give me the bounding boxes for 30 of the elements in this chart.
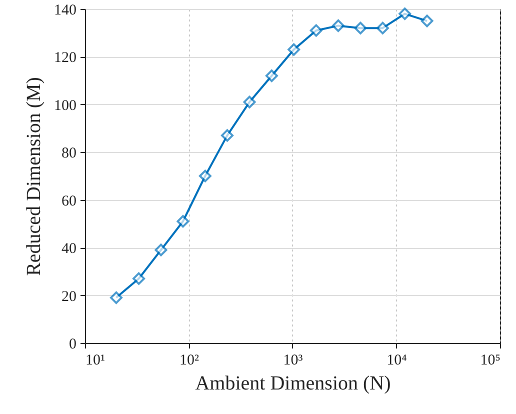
point	[198, 170, 212, 182]
point	[243, 96, 256, 108]
point	[132, 272, 146, 285]
point	[376, 22, 389, 34]
y-tick-label: 0	[69, 336, 76, 352]
point	[265, 70, 278, 82]
point	[221, 129, 234, 142]
point	[154, 244, 168, 256]
y-tick-label: 100	[54, 98, 76, 114]
point	[310, 24, 322, 37]
y-tick-label: 140	[54, 2, 76, 18]
y-tick-label: 40	[62, 241, 76, 258]
point	[288, 43, 300, 56]
y-tick-label: 20	[62, 288, 76, 305]
x-tick-label: 10⁴	[386, 352, 407, 368]
point	[176, 215, 190, 228]
x-tick-label: 10²	[180, 352, 200, 368]
x-tick-label: 10¹	[86, 352, 105, 368]
point	[398, 8, 412, 20]
point	[110, 291, 122, 304]
point	[420, 14, 434, 28]
y-tick-label: 120	[54, 50, 76, 66]
x-axis-title: Ambient Dimension (N)	[195, 372, 391, 394]
x-tick-label: 10⁵	[480, 352, 500, 368]
y-tick-label: 80	[62, 146, 76, 162]
x-tick-label: 10³	[283, 352, 304, 368]
y-tick-label: 60	[62, 193, 76, 210]
point	[354, 22, 367, 34]
y-axis-title: Reduced Dimension (M)	[23, 77, 45, 276]
point	[332, 19, 344, 32]
